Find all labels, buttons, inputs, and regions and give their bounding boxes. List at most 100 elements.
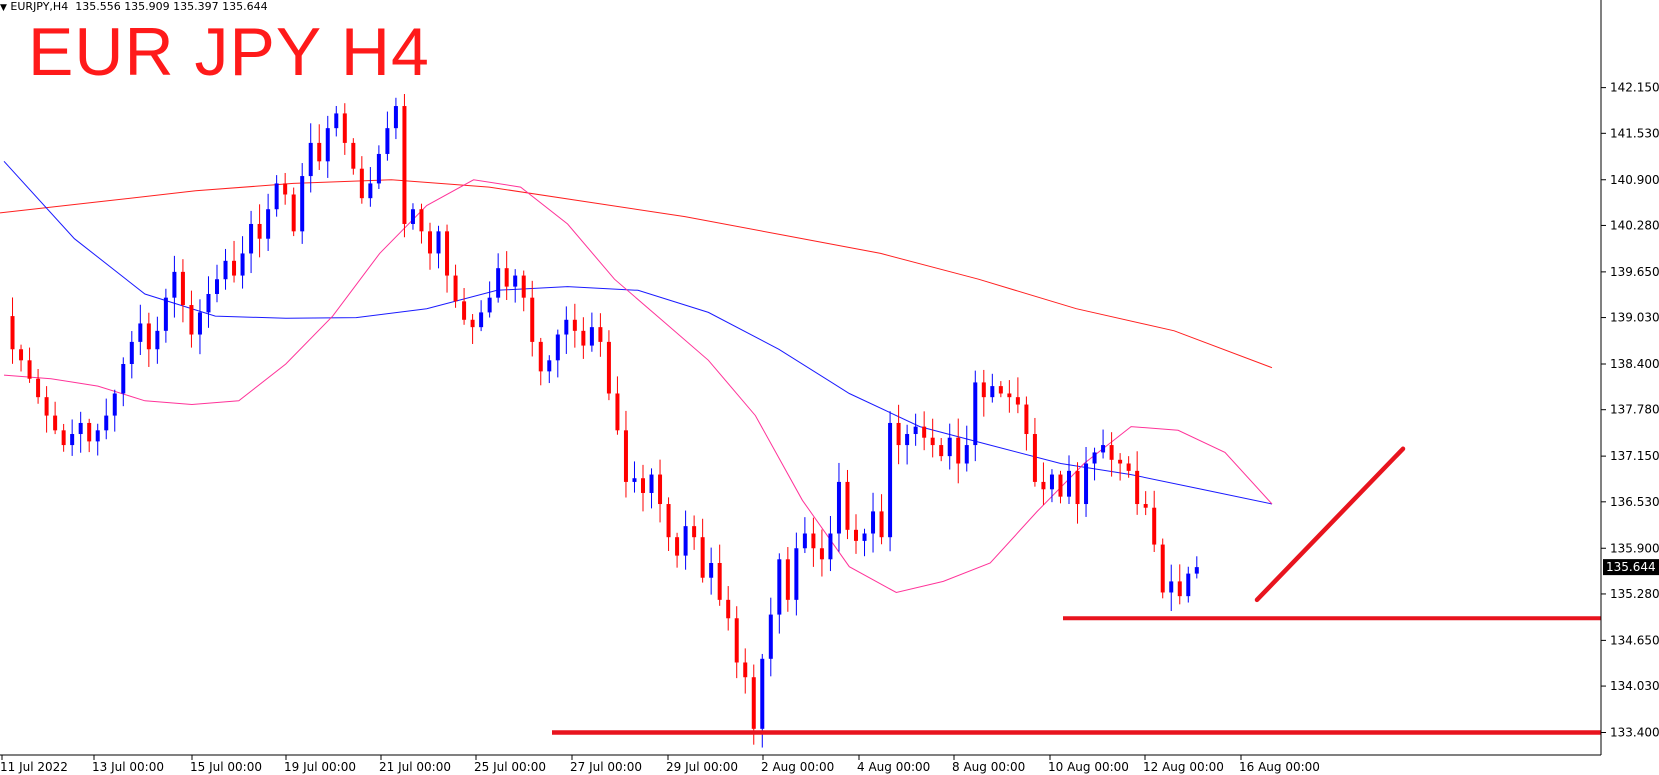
price-tick-label: 134.030 <box>1610 679 1659 693</box>
candle <box>555 329 560 378</box>
candle-body <box>777 559 782 615</box>
candle <box>112 389 117 432</box>
candle-body <box>1109 445 1114 460</box>
candle <box>376 145 381 189</box>
candle-body <box>215 279 219 294</box>
candle-body <box>10 316 15 350</box>
candle-body <box>879 511 884 538</box>
time-tick-label: 19 Jul 00:00 <box>284 760 356 774</box>
candle <box>1109 432 1114 477</box>
chart-header: ▼ EURJPY,H4 135.556 135.909 135.397 135.… <box>0 0 268 13</box>
candle <box>939 438 944 462</box>
candle <box>163 288 168 343</box>
candle-body <box>589 327 594 346</box>
candle <box>410 203 415 230</box>
candle <box>274 175 279 217</box>
candle <box>180 259 185 323</box>
candle-body <box>1084 463 1089 505</box>
candle <box>215 264 219 303</box>
candle <box>811 517 816 567</box>
candle <box>342 103 347 155</box>
candle <box>538 337 543 386</box>
candle-body <box>453 275 458 302</box>
candle-body <box>462 301 467 320</box>
time-tick-label: 2 Aug 00:00 <box>761 760 834 774</box>
candle-body <box>973 382 978 446</box>
candle <box>1152 490 1157 552</box>
candle-body <box>990 386 995 398</box>
candle <box>308 123 313 193</box>
candle-body <box>1135 470 1140 505</box>
candle <box>700 518 705 583</box>
candle-body <box>1015 397 1020 405</box>
time-tick-label: 10 Aug 00:00 <box>1048 760 1129 774</box>
time-tick-label: 21 Jul 00:00 <box>379 760 451 774</box>
candle-body <box>257 223 262 239</box>
trend-arrow-line[interactable] <box>1254 446 1406 603</box>
candle <box>359 156 364 204</box>
candle <box>283 172 288 205</box>
ma-line-mid <box>3 160 1273 505</box>
candle <box>1049 469 1054 503</box>
candle <box>10 297 15 364</box>
time-tick-label: 27 Jul 00:00 <box>570 760 642 774</box>
candle-body <box>249 223 254 254</box>
chart-overlay-title: EUR JPY H4 <box>28 14 430 90</box>
time-tick-label: 4 Aug 00:00 <box>857 760 930 774</box>
candle <box>61 423 66 452</box>
candle <box>1024 396 1029 451</box>
candle <box>487 281 492 318</box>
candle <box>1092 447 1097 481</box>
candle <box>172 255 177 318</box>
candle-body <box>393 106 398 129</box>
candle <box>223 248 228 290</box>
candle-body <box>385 128 390 154</box>
candle-body <box>1041 481 1046 490</box>
candle-body <box>1075 470 1080 505</box>
candle <box>121 357 126 407</box>
candle <box>351 138 356 175</box>
time-tick-label: 15 Jul 00:00 <box>190 760 262 774</box>
candle-body <box>359 168 364 199</box>
candle <box>1143 491 1148 516</box>
candle <box>973 370 978 462</box>
candle-body <box>845 481 850 530</box>
candle-body <box>19 349 24 361</box>
candle-body <box>1007 393 1012 398</box>
candle <box>802 517 807 554</box>
candle <box>232 240 237 283</box>
price-tick-label: 139.030 <box>1610 311 1659 325</box>
candle-body <box>197 312 202 335</box>
candle-body <box>283 183 288 195</box>
candle-body <box>87 422 92 442</box>
price-tick-label: 137.780 <box>1610 403 1659 417</box>
candle-body <box>828 533 833 560</box>
candle-body <box>998 386 1003 394</box>
dropdown-triangle-icon[interactable]: ▼ <box>0 3 7 13</box>
candle <box>266 193 271 251</box>
candle <box>1186 566 1191 603</box>
candle-body <box>78 422 83 435</box>
candle <box>428 222 432 270</box>
candle-body <box>615 393 620 431</box>
candle-body <box>785 559 790 600</box>
candle <box>496 253 501 303</box>
candle-body <box>598 327 603 342</box>
candle-body <box>717 562 722 600</box>
candle <box>445 224 450 293</box>
candle-body <box>734 618 739 663</box>
candle <box>930 418 935 458</box>
candle <box>581 317 586 359</box>
candle-body <box>291 194 296 232</box>
price-tick-label: 137.150 <box>1610 449 1659 463</box>
time-tick-label: 8 Aug 00:00 <box>952 760 1025 774</box>
candle-body <box>274 183 279 210</box>
candle-body <box>802 533 807 549</box>
candle <box>138 304 143 355</box>
candle <box>836 462 841 552</box>
candle <box>896 404 901 465</box>
candle-body <box>530 297 535 342</box>
candle-body <box>905 434 910 446</box>
candle-body <box>819 548 824 560</box>
